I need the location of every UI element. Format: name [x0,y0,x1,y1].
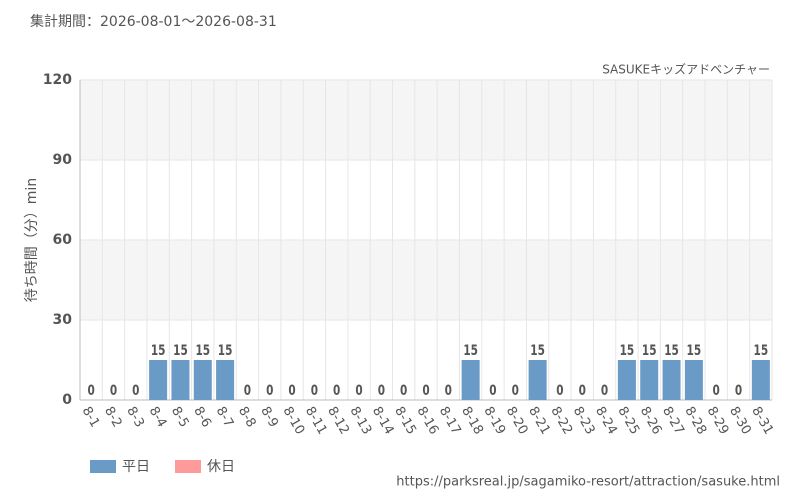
y-tick-label: 0 [62,392,72,408]
x-tick-label: 8-17 [436,404,464,437]
x-tick-label: 8-14 [369,404,397,437]
bar [662,360,681,400]
x-tick-label: 8-28 [681,404,709,437]
data-label: 0 [579,383,587,399]
legend-swatch [90,460,116,473]
data-label: 0 [311,383,319,399]
chart-title: 集計期間：2026-08-01～2026-08-31 [30,13,277,30]
data-label: 0 [266,383,274,399]
bar [751,360,770,400]
data-label: 0 [88,383,96,399]
x-tick-label: 8-4 [146,404,170,430]
bar [171,360,190,400]
data-label: 15 [754,343,769,359]
x-tick-label: 8-6 [190,404,214,430]
x-tick-label: 8-12 [324,404,352,437]
x-tick-label: 8-23 [570,404,598,437]
plot-band [80,240,772,320]
x-tick-label: 8-19 [480,404,508,437]
data-label: 0 [445,383,453,399]
x-tick-label: 8-5 [168,404,192,430]
data-label: 15 [687,343,702,359]
x-tick-label: 8-26 [637,404,665,437]
bar [640,360,659,400]
data-label: 0 [288,383,296,399]
x-tick-label: 8-31 [748,404,776,437]
x-tick-label: 8-22 [547,404,575,437]
x-tick-label: 8-15 [391,404,419,437]
data-label: 15 [173,343,188,359]
data-label: 15 [642,343,657,359]
data-label: 0 [355,383,363,399]
legend-label: 平日 [122,459,150,475]
x-tick-label: 8-16 [414,404,442,437]
data-label: 0 [556,383,564,399]
y-tick-label: 90 [53,152,73,168]
x-tick-label: 8-18 [458,404,486,437]
x-tick-label: 8-11 [302,404,330,437]
bar [193,360,212,400]
x-tick-label: 8-1 [79,404,103,430]
data-label: 0 [244,383,252,399]
data-label: 15 [195,343,210,359]
x-tick-label: 8-9 [257,404,281,430]
data-label: 0 [132,383,140,399]
bar [617,360,636,400]
y-tick-label: 60 [53,232,73,248]
x-tick-label: 8-20 [503,404,531,437]
plot-band [80,80,772,160]
data-label: 0 [422,383,430,399]
data-label: 0 [512,383,520,399]
x-tick-label: 8-25 [614,404,642,437]
bar [528,360,547,400]
x-tick-label: 8-27 [659,404,687,437]
x-tick-label: 8-21 [525,404,553,437]
data-label: 0 [601,383,609,399]
y-axis-label: 待ち時間（分）min [24,178,40,302]
x-tick-label: 8-10 [280,404,308,437]
x-tick-label: 8-2 [101,404,125,430]
bar [216,360,235,400]
data-label: 15 [151,343,166,359]
x-tick-label: 8-29 [704,404,732,437]
y-tick-label: 30 [53,312,73,328]
data-label: 0 [333,383,341,399]
data-label: 0 [110,383,118,399]
legend-swatch [175,460,201,473]
data-label: 0 [489,383,497,399]
x-tick-label: 8-13 [347,404,375,437]
bar [149,360,168,400]
data-label: 0 [378,383,386,399]
data-label: 15 [620,343,635,359]
data-label: 15 [463,343,478,359]
x-tick-label: 8-30 [726,404,754,437]
x-tick-label: 8-8 [235,404,259,430]
x-tick-label: 8-24 [592,404,620,437]
data-label: 15 [218,343,233,359]
data-label: 0 [713,383,721,399]
data-label: 0 [735,383,743,399]
legend-label: 休日 [207,459,235,475]
data-label: 15 [664,343,679,359]
y-tick-label: 120 [43,72,72,88]
x-tick-label: 8-7 [213,404,237,430]
data-label: 15 [530,343,545,359]
bar [684,360,703,400]
bar [461,360,480,400]
source-url: https://parksreal.jp/sagamiko-resort/att… [396,475,780,490]
x-tick-label: 8-3 [123,404,147,430]
chart-subtitle: SASUKEキッズアドベンチャー [602,62,770,77]
data-label: 0 [400,383,408,399]
